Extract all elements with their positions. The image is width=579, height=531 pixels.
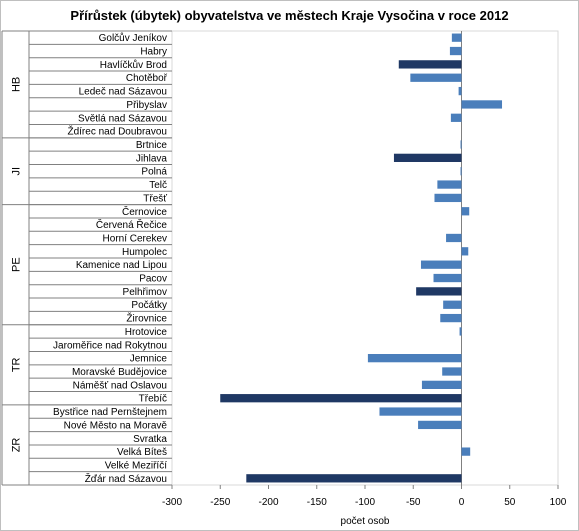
bar: [461, 100, 503, 109]
bar: [410, 73, 462, 82]
bar: [440, 313, 462, 323]
city-label: Telč: [149, 180, 167, 191]
city-label: Polná: [141, 167, 167, 178]
city-label: Ledeč nad Sázavou: [79, 87, 167, 98]
city-label: Jemnice: [130, 354, 168, 365]
city-label: Světlá nad Sázavou: [78, 113, 167, 124]
city-label: Počátky: [131, 300, 167, 311]
city-label: Žďár nad Sázavou: [85, 472, 167, 485]
city-label: Červená Řečice: [96, 218, 168, 231]
city-label: Pacov: [139, 274, 167, 285]
x-axis-title: počet osob: [341, 516, 390, 527]
city-label: Ždírec nad Doubravou: [67, 125, 167, 138]
group-label: JI: [11, 167, 23, 176]
city-label: Třešť: [143, 193, 167, 204]
x-tick-label: 50: [504, 497, 516, 508]
x-tick-label: -300: [162, 497, 182, 508]
city-label: Velká Bíteš: [117, 447, 167, 458]
bar: [418, 420, 462, 430]
bar: [421, 380, 462, 389]
city-label: Habry: [140, 47, 167, 58]
city-label: Kamenice nad Lipou: [76, 260, 167, 271]
bar: [246, 474, 462, 483]
bar: [437, 180, 462, 189]
bar: [446, 233, 462, 243]
city-label: Třebíč: [139, 394, 167, 405]
bar: [461, 447, 471, 456]
city-label: Golčův Jeníkov: [99, 32, 167, 44]
group-label: TR: [11, 357, 23, 372]
bar: [461, 247, 469, 256]
bar: [458, 86, 462, 96]
bar: [460, 167, 462, 176]
x-tick-label: -100: [355, 497, 375, 508]
bar: [434, 193, 462, 203]
bar: [450, 113, 462, 122]
city-label: Hrotovice: [125, 327, 168, 338]
bar: [451, 33, 462, 42]
bar: [220, 394, 462, 403]
bar: [420, 260, 462, 269]
chart-title: Přírůstek (úbytek) obyvatelstva ve měste…: [70, 8, 509, 23]
x-tick-label: -150: [307, 497, 327, 508]
bar: [449, 46, 462, 56]
bar: [459, 327, 462, 336]
bar: [433, 273, 462, 283]
bar: [443, 300, 462, 309]
city-label: Pelhřimov: [123, 287, 167, 298]
city-label: Přibyslav: [126, 100, 167, 111]
bar: [379, 407, 462, 416]
city-label: Svratka: [133, 434, 167, 445]
city-label: Havlíčkův Brod: [100, 59, 167, 71]
city-label: Jaroměřice nad Rokytnou: [53, 340, 167, 351]
plot-area: [171, 30, 559, 486]
bar: [461, 207, 470, 216]
city-label: Žirovnice: [126, 312, 167, 325]
x-tick-label: -200: [258, 497, 278, 508]
city-label: Černovice: [122, 205, 167, 218]
city-label: Chotěboř: [126, 73, 168, 84]
city-label: Velké Meziříčí: [105, 460, 167, 471]
bar: [398, 60, 462, 69]
group-label: PE: [11, 257, 23, 272]
bar: [460, 140, 462, 149]
city-label: Náměšť nad Oslavou: [73, 380, 167, 391]
bar: [367, 354, 462, 363]
group-label: ZR: [11, 438, 23, 453]
x-tick-label: 0: [459, 497, 465, 508]
city-label: Humpolec: [122, 247, 167, 258]
bar: [442, 367, 462, 376]
city-label: Moravské Budějovice: [72, 367, 167, 378]
bar: [393, 153, 462, 162]
city-label: Jihlava: [136, 153, 168, 164]
x-tick-label: -50: [406, 497, 421, 508]
x-tick-label: -250: [210, 497, 230, 508]
x-tick-label: 100: [550, 497, 567, 508]
city-label: Bystřice nad Pernštejnem: [53, 407, 167, 418]
city-label: Horní Cerekev: [103, 233, 167, 244]
city-label: Nové Město na Moravě: [64, 420, 168, 431]
group-label: HB: [11, 77, 23, 92]
city-label: Brtnice: [136, 140, 168, 151]
bar: [416, 287, 462, 296]
